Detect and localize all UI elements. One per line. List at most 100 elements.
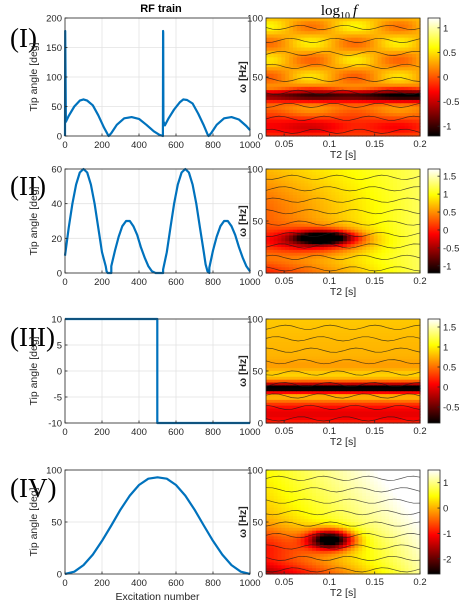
- heatmap-cell: [300, 330, 306, 335]
- contour-lines: [265, 24, 421, 134]
- heatmap-cell: [396, 70, 402, 75]
- heatmap-cell: [393, 169, 398, 173]
- heatmap-cell: [358, 238, 363, 242]
- heatmap-cell: [343, 212, 348, 216]
- heatmap-cell: [412, 192, 417, 196]
- heatmap-cell: [366, 80, 371, 85]
- heatmap-cell: [396, 405, 402, 410]
- heatmap-cell: [281, 493, 286, 497]
- heatmap-cell: [381, 218, 386, 222]
- heatmap-cell: [389, 399, 394, 404]
- heatmap-cell: [269, 519, 275, 523]
- heatmap-cell: [366, 132, 371, 137]
- heatmap-cell: [292, 249, 298, 254]
- heatmap-cell: [323, 321, 329, 326]
- heatmap-cell: [339, 197, 344, 202]
- heatmap-cell: [385, 417, 390, 421]
- heatmap-cell: [339, 40, 344, 45]
- heatmap-cell: [308, 356, 313, 361]
- heatmap-cell: [339, 86, 344, 91]
- heatmap-cell: [358, 27, 363, 32]
- heatmap-cell: [277, 330, 282, 335]
- heatmap-cell: [323, 192, 329, 196]
- heatmap-cell: [396, 31, 402, 35]
- heatmap-cell: [389, 330, 394, 335]
- heatmap-cell: [354, 241, 359, 245]
- heatmap-cell: [296, 129, 302, 134]
- heatmap-cell: [335, 405, 340, 410]
- heatmap-cell: [300, 63, 306, 68]
- heatmap-cell: [339, 47, 344, 52]
- heatmap-cell: [354, 34, 359, 39]
- heatmap-cell: [312, 362, 317, 366]
- heatmap-cell: [269, 397, 275, 401]
- heatmap-cell: [292, 359, 298, 363]
- heatmap-cell: [316, 371, 321, 375]
- heatmap-cell: [277, 388, 282, 392]
- heatmap-cell: [327, 379, 333, 384]
- heatmap-cell: [327, 356, 333, 361]
- heatmap-cell: [373, 171, 379, 176]
- heatmap-cell: [412, 241, 417, 245]
- x-tick-label: 0.15: [365, 426, 384, 437]
- heatmap-cell: [389, 177, 394, 182]
- heatmap-cell: [308, 411, 313, 415]
- heatmap-cell: [381, 362, 386, 366]
- y-axis-label: ω [Hz]: [237, 355, 249, 387]
- heatmap-cell: [289, 347, 294, 352]
- heatmap-cell: [396, 50, 402, 55]
- heatmap-cell: [281, 379, 286, 384]
- heatmap-cell: [373, 73, 379, 78]
- heatmap-cell: [389, 411, 394, 415]
- heatmap-cell: [343, 371, 348, 375]
- heatmap-cell: [412, 388, 417, 392]
- heatmap-cell: [273, 562, 279, 566]
- heatmap-cell: [350, 223, 356, 228]
- heatmap-cell: [354, 126, 359, 131]
- heatmap-cell: [312, 31, 317, 35]
- heatmap-cell: [404, 327, 410, 332]
- heatmap-cell: [277, 350, 282, 355]
- heatmap-cell: [366, 267, 371, 271]
- heatmap-cell: [316, 47, 321, 52]
- heatmap-cell: [292, 347, 298, 352]
- heatmap-cell: [316, 54, 321, 58]
- heatmap-cell: [350, 215, 356, 219]
- heatmap-cell: [373, 109, 379, 114]
- heatmap-cell: [346, 226, 352, 231]
- heatmap-cell: [339, 232, 344, 237]
- heatmap-cell: [412, 330, 417, 335]
- heatmap-cell: [308, 215, 313, 219]
- heatmap-cell: [289, 90, 294, 94]
- heatmap-cell: [343, 96, 348, 101]
- heatmap-cell: [412, 77, 417, 81]
- heatmap-cell: [312, 353, 317, 358]
- heatmap-cell: [354, 119, 359, 124]
- heatmap-cell: [300, 122, 306, 127]
- heatmap-cell: [369, 90, 375, 94]
- heatmap-cell: [281, 67, 286, 72]
- heatmap-cell: [266, 171, 271, 176]
- heatmap-cell: [366, 200, 371, 205]
- heatmap-cell: [358, 18, 363, 22]
- heatmap-cell: [400, 324, 406, 329]
- heatmap-cell: [292, 536, 298, 540]
- heatmap-cell: [316, 345, 321, 349]
- heatmap-cell: [373, 342, 379, 346]
- heatmap-cell: [304, 209, 309, 213]
- heatmap-cell: [319, 353, 325, 358]
- heatmap-cell: [350, 249, 356, 254]
- heatmap-cell: [281, 126, 286, 131]
- heatmap-cell: [316, 339, 321, 343]
- heatmap-cell: [269, 241, 275, 245]
- heatmap-cell: [343, 203, 348, 208]
- heatmap-cell: [285, 388, 290, 392]
- heatmap-cell: [285, 192, 290, 196]
- heatmap-cell: [273, 530, 279, 535]
- heatmap-cell: [389, 327, 394, 332]
- heatmap-cell: [362, 73, 367, 78]
- heatmap-cell: [416, 258, 421, 263]
- heatmap-cell: [277, 353, 282, 358]
- heatmap-cell: [312, 238, 317, 242]
- heatmap-cell: [404, 189, 410, 193]
